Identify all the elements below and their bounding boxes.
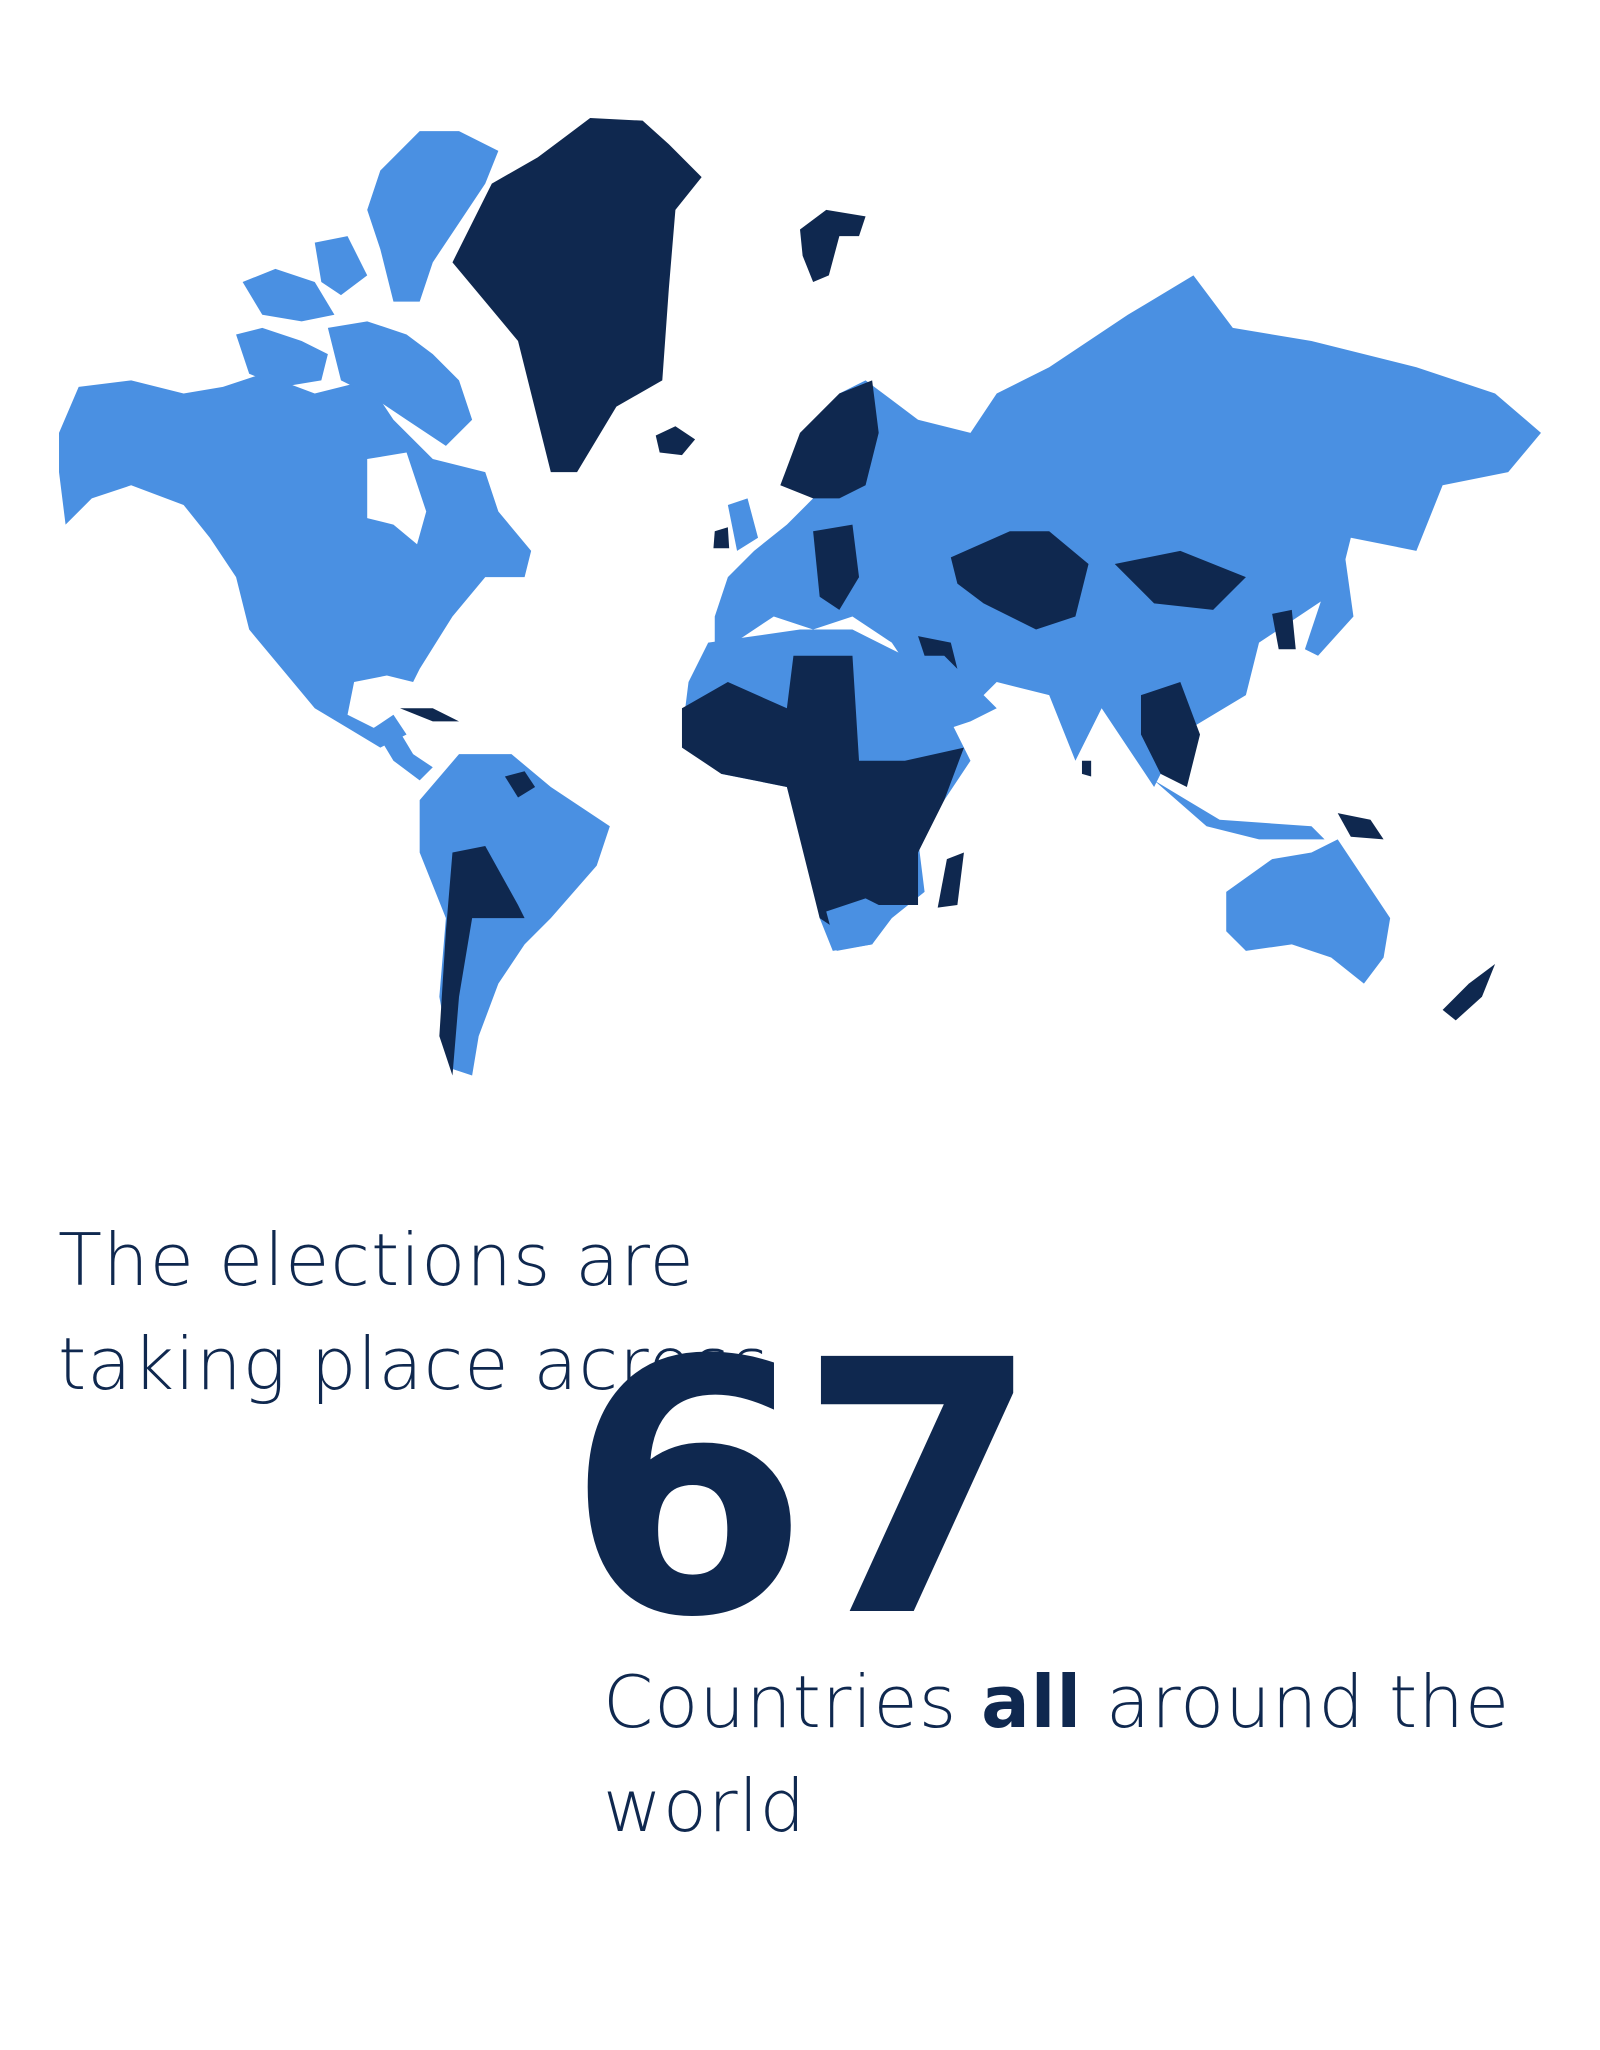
japan [1304,550,1354,656]
new-zealand [1442,964,1496,1021]
uk [727,498,759,551]
korea [1272,609,1296,650]
indonesia [1154,780,1325,840]
scandinavia [780,380,879,499]
central-america [373,721,433,781]
north-america [59,373,532,748]
madagascar [937,852,964,908]
southeast-asia [1140,682,1200,787]
andes-countries [439,845,525,1076]
sub-text-after: around the world [603,1660,1511,1848]
central-europe [813,524,860,610]
country-count: 67 [566,1286,1041,1694]
sri-lanka [1081,760,1092,777]
sub-text-bold: all [981,1660,1083,1744]
southern-africa [826,898,892,951]
arabia [898,655,997,735]
cuba [400,708,460,722]
australia [1226,839,1391,984]
sub-saharan-africa [681,655,964,932]
mongolia [1114,550,1246,610]
sub-text: Countries all around the world [603,1650,1593,1858]
hudson-bay [367,452,427,545]
lead-text: The elections are taking place across [58,1218,771,1406]
sub-text-before: Countries [603,1660,982,1744]
arctic-islands [236,327,328,387]
greenland [452,118,702,473]
venezuela [504,771,536,798]
kazakhstan [950,531,1089,630]
svalbard [800,209,866,282]
papua-new-guinea [1337,813,1384,840]
arctic-islands [314,236,368,296]
arctic-islands [367,131,499,302]
arctic-islands [327,321,473,446]
iceland [655,426,696,456]
ireland [713,527,730,549]
arctic-islands [242,268,335,322]
